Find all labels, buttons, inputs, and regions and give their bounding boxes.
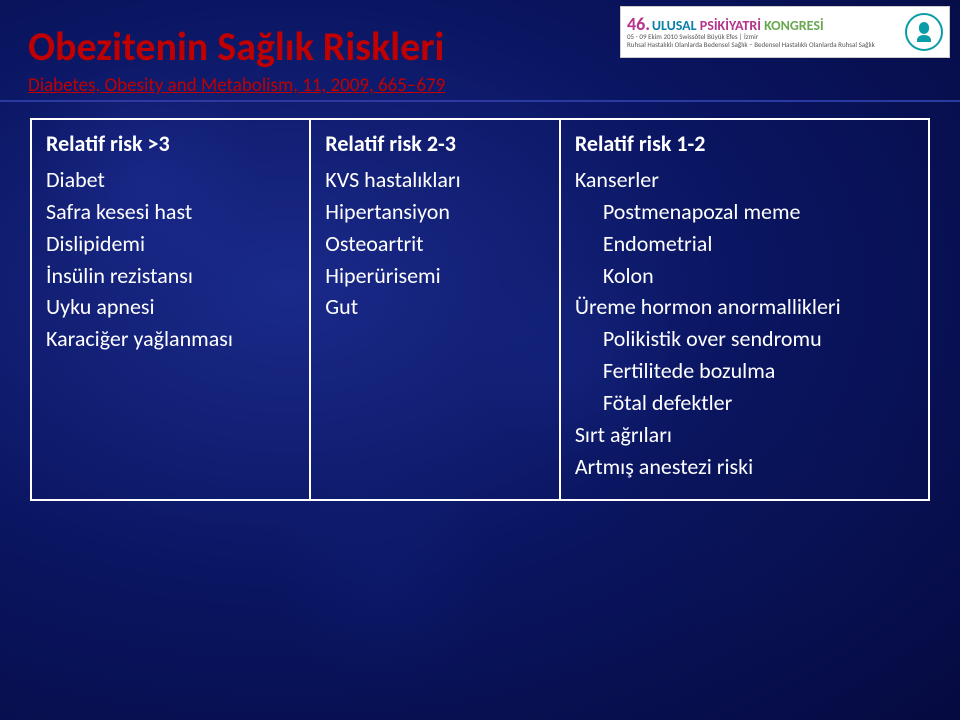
logo-emblem-icon	[905, 13, 943, 51]
title-underline	[0, 100, 960, 102]
cell-line: Polikistik over sendromu	[575, 323, 914, 355]
col-header: Relatif risk >3	[46, 128, 295, 164]
table-row: Relatif risk >3 Diabet Safra kesesi hast…	[31, 119, 929, 500]
cell-line: Diabet	[46, 164, 295, 196]
cell-line: Karaciğer yağlanması	[46, 323, 295, 355]
cell-line: Osteoartrit	[325, 228, 545, 260]
cell-line: Endometrial	[575, 228, 914, 260]
cell-line: Postmenapozal meme	[575, 196, 914, 228]
logo-line2: Ruhsal Hastalıklı Olanlarda Bedensel Sağ…	[627, 41, 875, 49]
col-header: Relatif risk 2-3	[325, 128, 545, 164]
congress-logo: 46. ULUSAL PSİKİYATRİ KONGRESİ 05 - 09 E…	[620, 6, 950, 58]
cell-line: Hipertansiyon	[325, 196, 545, 228]
table-cell-col3: Relatif risk 1-2 Kanserler Postmenapozal…	[560, 119, 929, 500]
slide-subtitle: Diabetes, Obesity and Metabolism, 11, 20…	[28, 74, 445, 97]
cell-line: Fertilitede bozulma	[575, 355, 914, 387]
cell-line: Sırt ağrıları	[575, 419, 914, 451]
table-cell-col1: Relatif risk >3 Diabet Safra kesesi hast…	[31, 119, 310, 500]
cell-line: Kanserler	[575, 164, 914, 196]
cell-line: Dislipidemi	[46, 228, 295, 260]
cell-line: Uyku apnesi	[46, 291, 295, 323]
risk-table: Relatif risk >3 Diabet Safra kesesi hast…	[30, 118, 930, 501]
col-header: Relatif risk 1-2	[575, 128, 914, 164]
table-cell-col2: Relatif risk 2-3 KVS hastalıkları Hipert…	[310, 119, 560, 500]
cell-line: Safra kesesi hast	[46, 196, 295, 228]
cell-line: İnsülin rezistansı	[46, 260, 295, 292]
cell-line: Gut	[325, 291, 545, 323]
cell-line: Kolon	[575, 260, 914, 292]
cell-line: Artmış anestezi riski	[575, 451, 914, 483]
cell-line: KVS hastalıkları	[325, 164, 545, 196]
cell-line: Fötal defektler	[575, 387, 914, 419]
slide-title: Obezitenin Sağlık Riskleri	[28, 22, 444, 71]
cell-line: Üreme hormon anormallikleri	[575, 291, 914, 323]
cell-line: Hiperürisemi	[325, 260, 545, 292]
